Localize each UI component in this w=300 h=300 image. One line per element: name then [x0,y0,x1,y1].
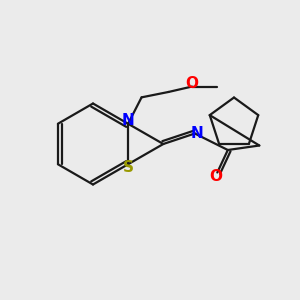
Text: N: N [122,112,134,128]
Text: O: O [185,76,199,91]
Text: S: S [123,160,134,175]
Text: O: O [209,169,222,184]
Text: N: N [191,126,204,141]
